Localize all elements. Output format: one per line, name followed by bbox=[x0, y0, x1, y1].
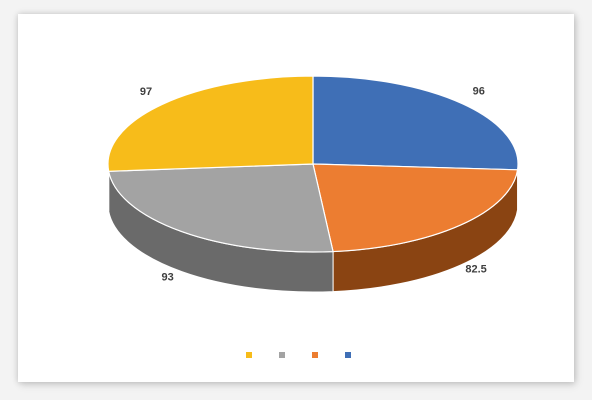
legend-item-2 bbox=[307, 352, 318, 358]
legend-swatch-1 bbox=[345, 352, 351, 358]
data-label-2: 82.5 bbox=[465, 264, 486, 276]
legend-swatch-4 bbox=[246, 352, 252, 358]
pie-slice-2 bbox=[312, 163, 519, 253]
pie-slices bbox=[107, 75, 519, 253]
chart-frame: 96 82.5 93 97 bbox=[18, 14, 574, 382]
legend-swatch-2 bbox=[312, 352, 318, 358]
pie-slice-1 bbox=[312, 75, 519, 171]
pie-chart: 96 82.5 93 97 bbox=[107, 75, 519, 293]
legend-item-3 bbox=[274, 352, 285, 358]
legend-item-1 bbox=[340, 352, 351, 358]
pie-slice-4 bbox=[107, 75, 314, 172]
data-label-3: 93 bbox=[162, 271, 174, 283]
data-label-1: 96 bbox=[473, 85, 485, 97]
data-labels: 96 82.5 93 97 bbox=[140, 85, 487, 283]
legend-item-4 bbox=[241, 352, 252, 358]
pie-slice-3 bbox=[107, 163, 334, 253]
data-label-4: 97 bbox=[140, 86, 152, 98]
legend-swatch-3 bbox=[279, 352, 285, 358]
legend bbox=[18, 352, 574, 358]
